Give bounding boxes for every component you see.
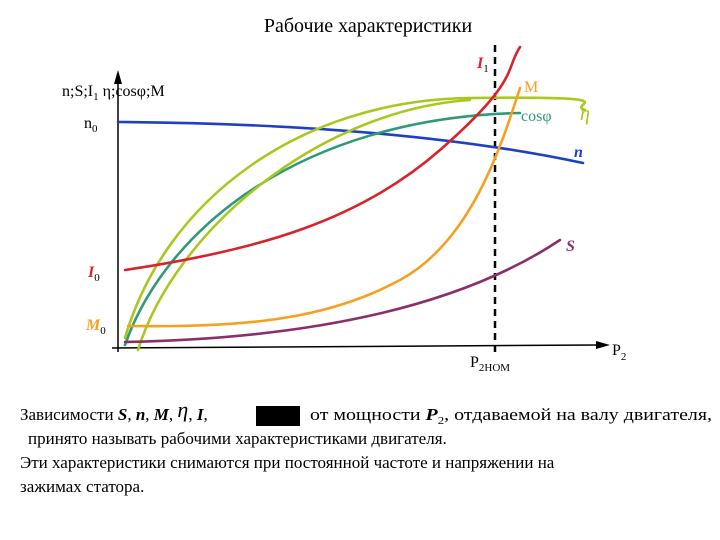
m-label: M — [524, 79, 538, 96]
i0-label: I0 — [87, 264, 100, 284]
line3: Эти характеристики снимаются при постоян… — [20, 453, 555, 472]
n0-label: n0 — [84, 115, 98, 135]
m-curve — [126, 86, 522, 328]
paragraph: Зависимости S, n, M, η, I, от мощности P… — [20, 397, 712, 496]
line2: принято называть рабочими характеристика… — [28, 429, 447, 448]
x-mark-label: P2НОМ — [470, 354, 510, 374]
s-label: S — [566, 238, 575, 255]
i1-curve — [123, 45, 522, 272]
y-label: n;S;I1 η;cosφ;M — [62, 83, 165, 103]
m0-label: M0 — [85, 317, 106, 337]
black-box — [256, 406, 300, 426]
eta-curve-2 — [136, 98, 472, 352]
title: Рабочие характеристики — [264, 15, 473, 37]
i1-label: I1 — [476, 55, 489, 75]
line1a: Зависимости S, n, M, η, I, — [20, 397, 208, 424]
line1b: от мощности P 2, отдаваемой на валу двига… — [310, 405, 712, 427]
eta-label: η — [580, 103, 590, 125]
line4: зажимах статора. — [20, 477, 144, 496]
s-curve — [123, 238, 562, 344]
curves — [116, 45, 587, 352]
cos-label: cosφ — [521, 108, 552, 125]
n-label: n — [574, 144, 583, 161]
eta-curve — [123, 96, 587, 340]
x-label: P2 — [612, 342, 626, 363]
